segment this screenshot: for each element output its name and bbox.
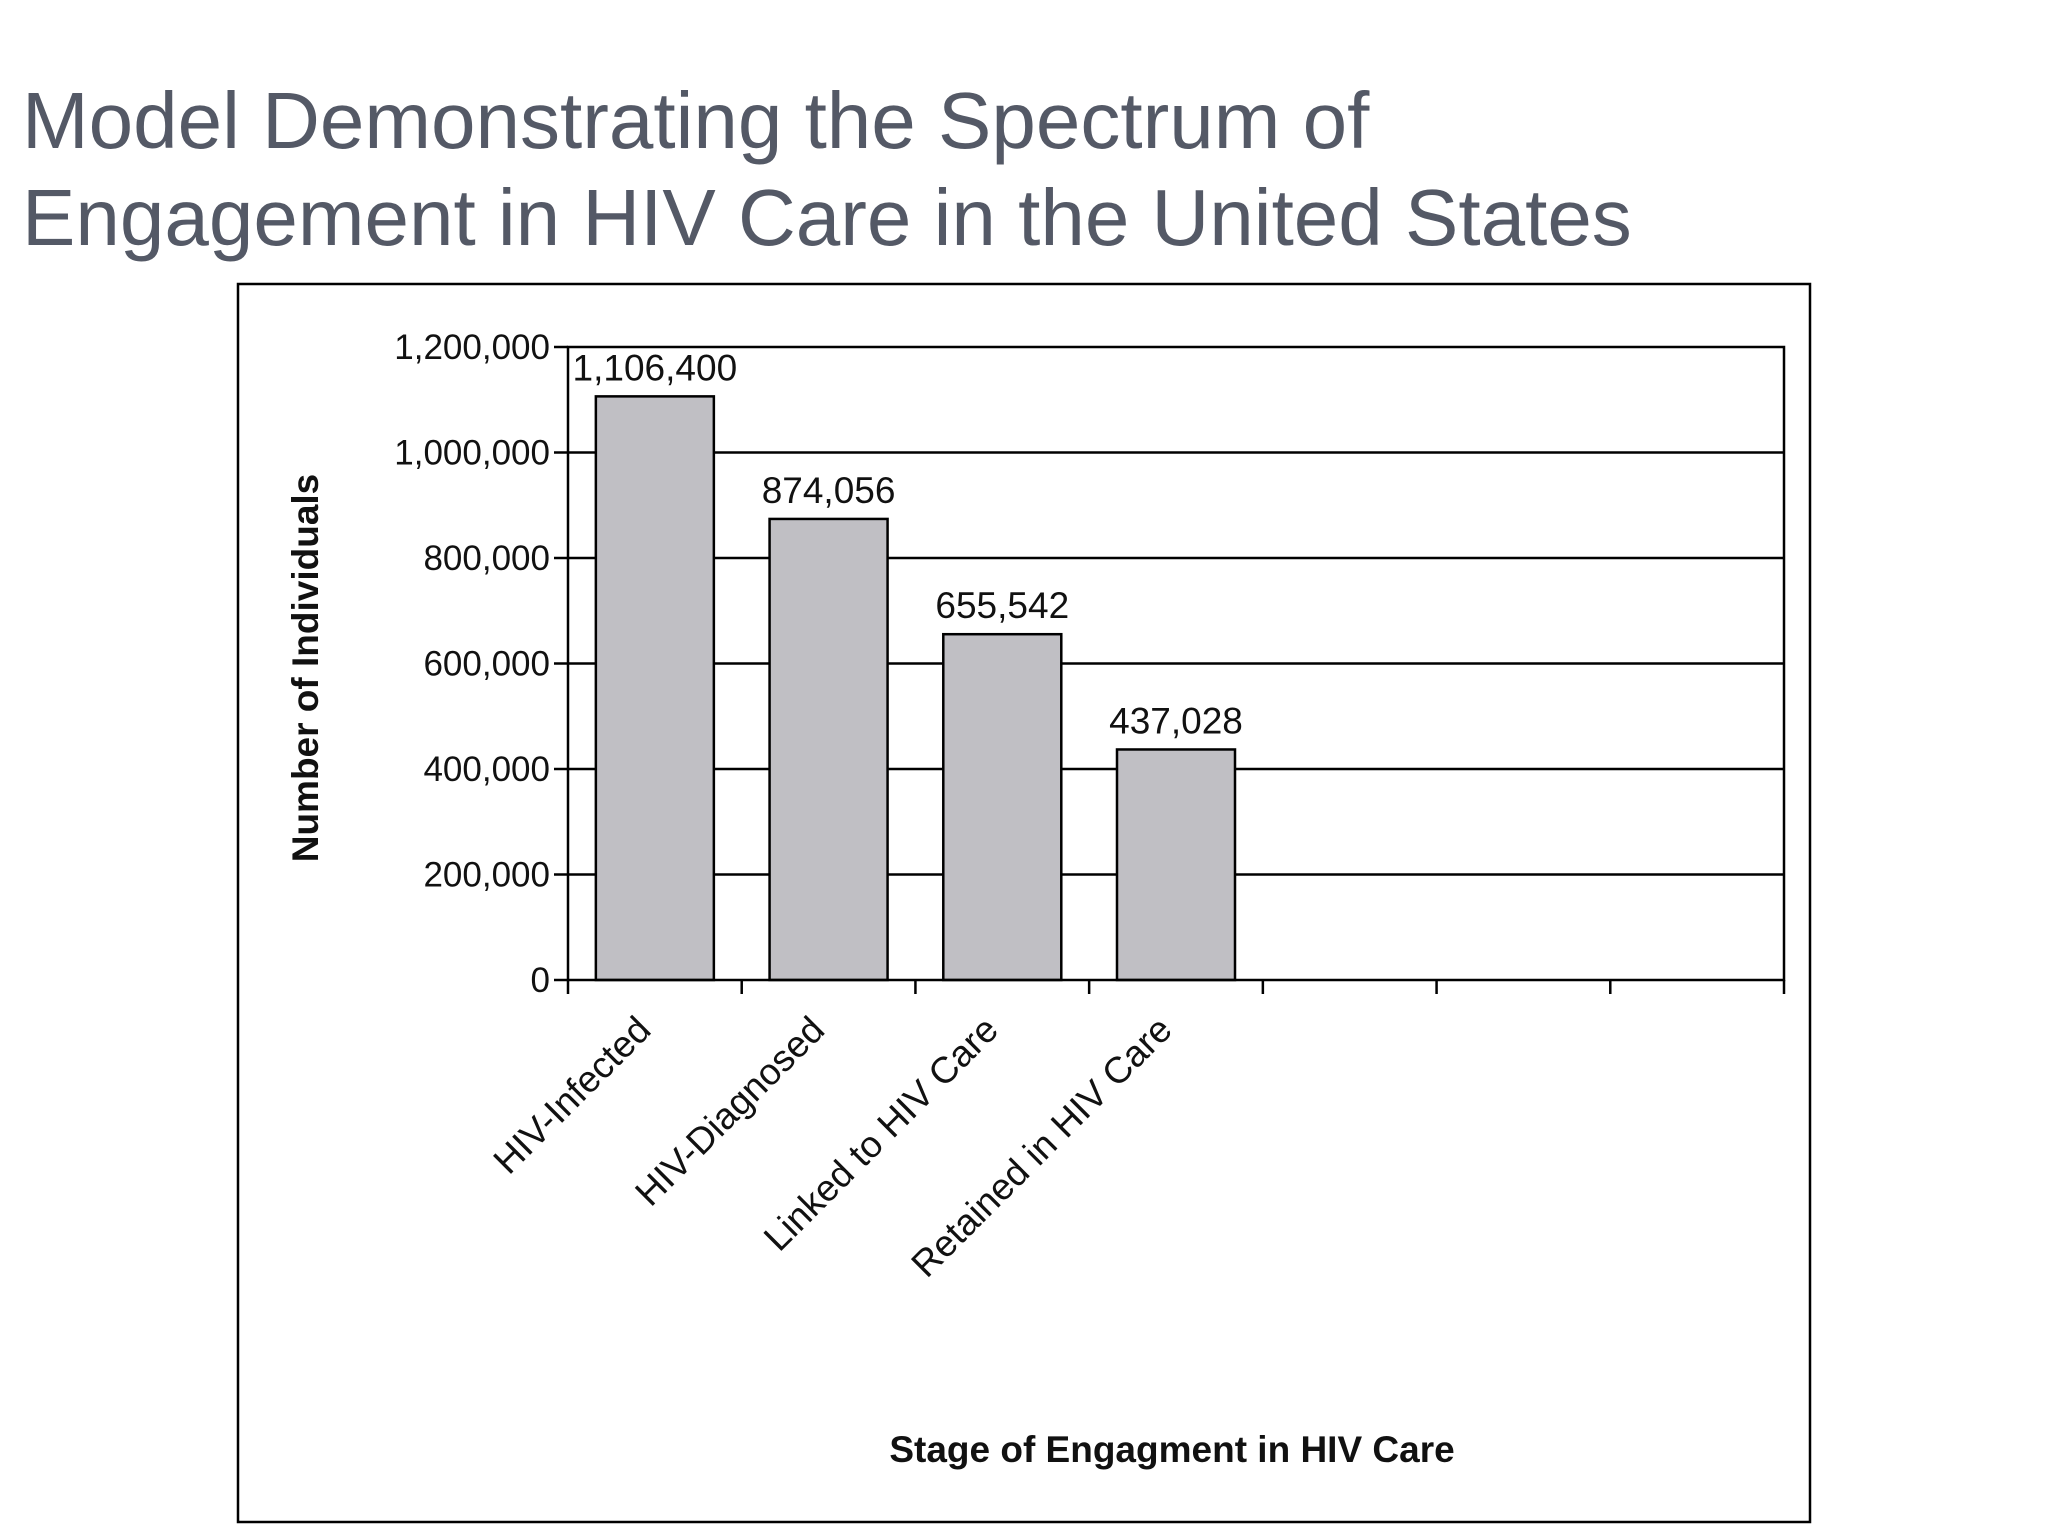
y-tick-label: 600,000	[423, 645, 550, 684]
y-axis-title: Number of Individuals	[285, 474, 326, 863]
data-label: 1,106,400	[573, 347, 738, 388]
data-label: 437,028	[1109, 700, 1243, 741]
x-axis-title: Stage of Engagment in HIV Care	[889, 1429, 1454, 1470]
slide-title-line-2: Engagement in HIV Care in the United Sta…	[22, 173, 1632, 262]
bar-series	[594, 395, 1237, 982]
data-labels: 1,106,400 874,056 655,542 437,028	[573, 347, 1243, 741]
data-label: 874,056	[762, 470, 896, 511]
y-tick-label: 200,000	[423, 856, 550, 895]
y-tick-label: 800,000	[423, 539, 550, 578]
y-tick-label: 400,000	[423, 750, 550, 789]
y-tick-label: 1,200,000	[394, 328, 550, 367]
x-axis	[566, 980, 1786, 994]
slide-title: Model Demonstrating the Spectrum of Enga…	[22, 72, 1922, 266]
bar	[768, 517, 889, 982]
bar	[942, 632, 1063, 982]
slide-title-line-1: Model Demonstrating the Spectrum of	[22, 76, 1370, 165]
y-tick-label: 0	[531, 961, 550, 1000]
y-tick-label: 1,000,000	[394, 434, 550, 473]
y-axis: 0 200,000 400,000 600,000 800,000 1,000,000 1,…	[394, 328, 568, 1000]
bar	[594, 395, 716, 982]
bar	[1115, 748, 1237, 982]
data-label: 655,542	[935, 585, 1069, 626]
